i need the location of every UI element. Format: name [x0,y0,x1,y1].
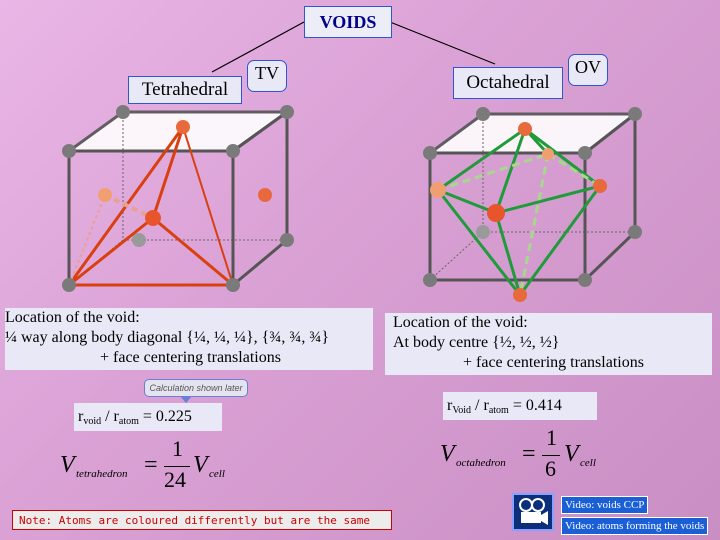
octa-volume-formula: V octahedron = 1 6 V cell [440,425,640,483]
formula-equals: = [522,441,536,467]
video-atoms-forming-voids-link[interactable]: Video: atoms forming the voids [561,517,709,535]
formula-v-cell: V [193,452,208,478]
callout-pointer [180,396,192,403]
formula-equals: = [144,452,158,478]
ratio-sub-void: Void [452,405,472,416]
ratio-slash: / r [101,408,119,425]
formula-numerator: 1 [546,425,557,450]
formula-denominator: 6 [545,456,556,481]
tetra-radius-ratio: rvoid / ratom = 0.225 [74,403,222,431]
formula-v: V [60,452,75,478]
formula-fraction-bar [542,455,560,456]
ratio-r: r [447,397,453,414]
tetra-volume-formula: V tetrahedron = 1 24 V cell [60,436,260,494]
octa-location-heading: Location of the void: [393,314,528,331]
octa-radius-ratio: rVoid / ratom = 0.414 [443,392,597,420]
ratio-value: = 0.414 [508,397,562,414]
octahedral-label: Octahedral [453,67,563,99]
atom-color-note: Note: Atoms are coloured differently but… [12,510,392,530]
ratio-sub-void: void [83,416,102,427]
formula-fraction-bar [164,466,190,467]
formula-sub: cell [580,457,596,469]
ratio-r: r [78,408,84,425]
page-title: VOIDS [304,6,392,38]
calculation-callout: Calculation shown later [144,379,248,397]
formula-numerator: 1 [172,436,183,461]
tetra-location-line: ¼ way along body diagonal {¼, ¼, ¼}, {¾,… [5,329,330,346]
formula-denominator: 24 [164,467,186,492]
formula-sub: tetrahedron [76,468,128,480]
octa-location-line2: + face centering translations [463,354,644,371]
octahedral-cube-diagram [423,107,642,302]
tetra-location-heading: Location of the void: [5,309,140,326]
formula-v-cell: V [564,441,579,467]
ratio-value: = 0.225 [138,408,192,425]
video-camera-icon[interactable] [512,493,554,531]
tv-tag: TV [247,60,287,92]
tetrahedral-cube-diagram [62,105,294,292]
tetrahedral-location-panel: Location of the void: ¼ way along body d… [5,308,373,370]
formula-v: V [440,441,455,467]
camera-glyph [519,498,548,525]
ratio-sub-atom: atom [488,405,509,416]
title-connectors [211,21,496,73]
formula-sub: cell [209,468,225,480]
tetrahedral-label: Tetrahedral [128,76,242,104]
tetra-location-line2: + face centering translations [100,349,281,366]
ov-tag: OV [568,54,608,86]
octa-location-line: At body centre {½, ½, ½} [393,334,560,351]
ratio-sub-atom: atom [118,416,139,427]
octahedral-location-panel: Location of the void: At body centre {½,… [385,313,712,375]
ratio-slash: / r [471,397,489,414]
formula-sub: octahedron [456,457,506,469]
video-voids-ccp-link[interactable]: Video: voids CCP [561,496,649,514]
